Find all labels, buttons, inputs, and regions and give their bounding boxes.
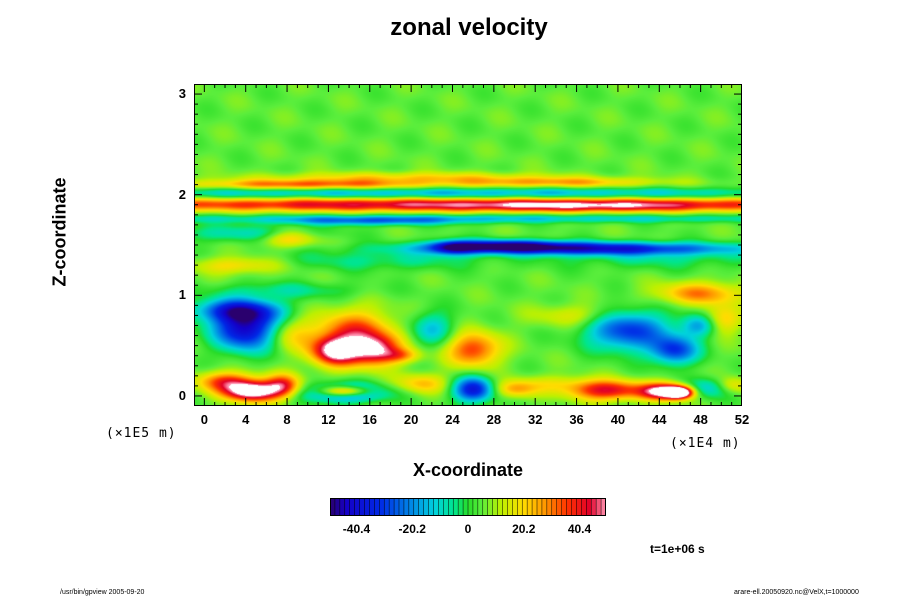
colorbar-bin [487, 498, 494, 516]
colorbar-bin [399, 498, 405, 516]
colorbar-bin [527, 498, 533, 516]
colorbar-graphic [329, 498, 607, 516]
x-tick-label: 40 [610, 412, 626, 427]
colorbar-bin [571, 498, 578, 516]
colorbar-bin [532, 498, 538, 516]
colorbar-bin [566, 498, 573, 516]
colorbar-bin [443, 498, 449, 516]
colorbar-bin [517, 498, 523, 516]
colorbar-bin [384, 498, 390, 516]
plot-area [194, 84, 742, 406]
tick-marks [194, 84, 742, 406]
colorbar-bin [468, 498, 474, 516]
colorbar-bin [428, 498, 435, 516]
y-multiplier-label: (×1E5 m) [106, 426, 177, 441]
heatmap-plot [194, 84, 742, 406]
colorbar-bin [403, 498, 410, 516]
x-tick-label: 16 [362, 412, 377, 427]
colorbar-tick-label: -40.4 [342, 522, 371, 536]
colorbar-bin [408, 498, 415, 516]
colorbar-bin [413, 498, 420, 516]
x-tick-label: 36 [569, 412, 584, 427]
colorbar-bin [354, 498, 361, 516]
x-tick-label: 48 [693, 412, 708, 427]
colorbar [329, 498, 607, 516]
colorbar-bin [349, 498, 356, 516]
colorbar-bin [339, 498, 346, 516]
colorbar-bin [453, 498, 459, 516]
x-axis-label: X-coordinate [412, 460, 523, 480]
colorbar-bin [359, 498, 366, 516]
colorbar-bin [458, 498, 464, 516]
y-tick-label: 3 [178, 86, 186, 102]
colorbar-bin [596, 498, 602, 516]
colorbar-bin [497, 498, 504, 516]
colorbar-bin [477, 498, 484, 516]
x-multiplier-label: (×1E4 m) [670, 436, 741, 451]
colorbar-bin [448, 498, 454, 516]
colorbar-bin [472, 498, 479, 516]
colorbar-tick-label: 40.4 [567, 522, 592, 536]
colorbar-bin [394, 498, 400, 516]
colorbar-bin [364, 498, 371, 516]
time-label: t=1e+06 s [650, 542, 705, 556]
x-tick-label: 20 [403, 412, 419, 427]
y-tick-label: 1 [178, 287, 186, 303]
colorbar-bin [463, 498, 469, 516]
colorbar-border [330, 498, 606, 516]
x-tick-label: 32 [527, 412, 543, 427]
colorbar-bin [591, 498, 597, 516]
colorbar-bin [423, 498, 430, 516]
colorbar-bin [581, 498, 587, 516]
colorbar-bin [507, 498, 513, 516]
colorbar-tick-label: 20.2 [512, 522, 536, 536]
colorbar-bin [512, 498, 518, 516]
x-tick-label: 28 [486, 412, 502, 427]
colorbar-bin [438, 498, 444, 516]
x-tick-label: 8 [283, 412, 291, 427]
colorbar-bin [576, 498, 582, 516]
heatmap-field [195, 85, 741, 405]
colorbar-tick-label: -20.2 [398, 522, 426, 536]
colorbar-bin [561, 498, 568, 516]
colorbar-bin [433, 498, 440, 516]
y-axis-label: Z-coordinate [49, 177, 70, 287]
colorbar-bin [556, 498, 563, 516]
colorbar-bin [522, 498, 528, 516]
colorbar-bin [601, 498, 607, 516]
colorbar-bin [379, 498, 385, 516]
x-tick-label: 52 [734, 412, 750, 427]
colorbar-tick-label: 0 [464, 522, 472, 536]
colorbar-bin [546, 498, 553, 516]
y-tick-label: 2 [178, 186, 186, 202]
colorbar-bin [502, 498, 509, 516]
x-tick-label: 12 [321, 412, 336, 427]
colorbar-bin [492, 498, 499, 516]
colorbar-bin [344, 498, 351, 516]
footer-command: /usr/bin/gpview 2005-09-20 [60, 589, 145, 596]
colorbar-bin [369, 498, 375, 516]
chart-title: zonal velocity [390, 14, 548, 41]
y-tick-label: 0 [178, 387, 186, 403]
colorbar-bin [374, 498, 380, 516]
x-tick-label: 24 [445, 412, 460, 427]
colorbar-bin [330, 498, 336, 516]
x-tick-label: 0 [200, 412, 208, 427]
x-tick-label: 4 [242, 412, 250, 427]
footer-source: arare-ell.20050920.nc@VelX,t=1000000 [734, 589, 859, 596]
colorbar-bin [418, 498, 425, 516]
colorbar-bin [537, 498, 543, 516]
x-tick-label: 44 [652, 412, 667, 427]
colorbar-bin [334, 498, 341, 516]
colorbar-bin [586, 498, 592, 516]
colorbar-bin [389, 498, 395, 516]
colorbar-bin [541, 498, 548, 516]
colorbar-bin [482, 498, 489, 516]
colorbar-bin [551, 498, 558, 516]
